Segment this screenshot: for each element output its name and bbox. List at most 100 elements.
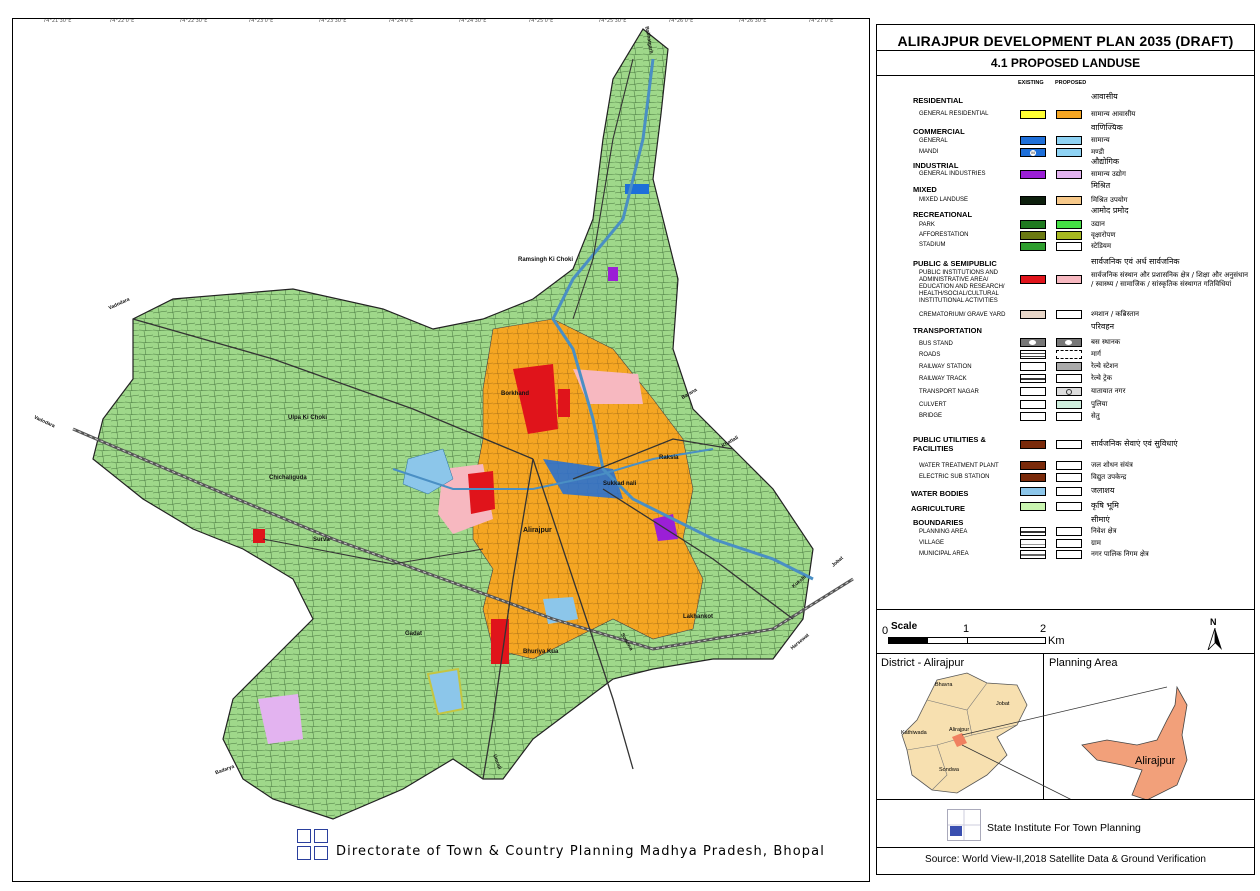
- tehsil-label: Bhavra: [935, 682, 952, 688]
- landuse-map[interactable]: [13, 19, 869, 881]
- legend-item-hindi: निवेश क्षेत्र: [1091, 527, 1116, 536]
- legend-item-hindi: सार्वजनिक संस्थान और प्रशासनिक क्षेत्र /…: [1091, 271, 1251, 288]
- legend-swatch-existing: [1020, 487, 1046, 496]
- north-arrow-icon: [1207, 628, 1223, 650]
- legend-item: MUNICIPAL AREA: [919, 551, 969, 558]
- place-label: Ramsingh Ki Choki: [518, 257, 573, 263]
- legend-swatch-existing: [1020, 170, 1046, 179]
- place-label: Raksia: [659, 455, 678, 461]
- legend-swatch-proposed: [1056, 220, 1082, 229]
- bus-stand-proposed-icon: [1056, 338, 1082, 347]
- legend-cat-hindi: सार्वजनिक एवं अर्ध सार्वजनिक: [1091, 258, 1180, 267]
- legend-swatch-existing: [1020, 242, 1046, 251]
- legend-item-hindi: सामान्य: [1091, 136, 1110, 145]
- legend-item-hindi: मिश्रित उपयोग: [1091, 196, 1128, 205]
- coord-tick: 74°22'0"E: [109, 18, 134, 24]
- tehsil-label: Jobat: [996, 701, 1009, 707]
- legend-item-hindi: श्मशान / कब्रिस्तान: [1091, 310, 1139, 319]
- legend-swatch-proposed: [1056, 440, 1082, 449]
- legend-cat-hindi: मिश्रित: [1091, 182, 1110, 191]
- mandi-marker-icon: M: [1030, 150, 1036, 156]
- coord-tick: 74°22'30"E: [179, 18, 207, 24]
- legend-swatch-proposed: [1056, 231, 1082, 240]
- legend-item-hindi: सामान्य आवासीय: [1091, 110, 1135, 119]
- legend-cat-hindi: वाणिज्यिक: [1091, 124, 1123, 133]
- public-zone: [468, 471, 495, 514]
- tehsil-label: Sondwa: [939, 767, 959, 773]
- place-label: Sukkad nali: [603, 481, 636, 487]
- coord-tick: 74°26'30"E: [738, 18, 766, 24]
- legend-item-hindi: विद्युत उपकेन्द्र: [1091, 473, 1126, 482]
- legend-item-hindi: पुलिया: [1091, 400, 1107, 409]
- legend-item: AFFORESTATION: [919, 232, 968, 239]
- transport-nagar-existing-icon: [1020, 387, 1046, 396]
- legend-item: GENERAL INDUSTRIES: [919, 171, 985, 178]
- map-frame: 74°21'30"E 74°22'0"E 74°22'30"E 74°23'0"…: [12, 18, 870, 882]
- legend-item-hindi: सेतु: [1091, 412, 1100, 421]
- legend-item: BRIDGE: [919, 413, 942, 420]
- legend-swatch-proposed: [1056, 539, 1082, 548]
- plan-subtitle: 4.1 PROPOSED LANDUSE: [877, 56, 1254, 70]
- legend-swatch-proposed: [1056, 461, 1082, 470]
- legend-item-hindi: रेल्वे स्टेशन: [1091, 362, 1118, 371]
- legend-panel: ALIRAJPUR DEVELOPMENT PLAN 2035 (DRAFT) …: [876, 24, 1255, 875]
- industrial-zone: [608, 267, 618, 281]
- institute-name: State Institute For Town Planning: [987, 822, 1141, 834]
- legend-item: GENERAL RESIDENTIAL: [919, 111, 988, 118]
- legend-cat-transportation: TRANSPORTATION: [913, 326, 982, 335]
- scale-tick-2: 2: [1040, 623, 1046, 635]
- village-line-icon: [1020, 539, 1046, 548]
- legend-cat-hindi: आवासीय: [1091, 93, 1118, 102]
- legend-cat-hindi: आमोद प्रमोद: [1091, 207, 1128, 216]
- place-label: Bhuriya Kua: [523, 649, 558, 655]
- transport-nagar-proposed-icon: [1056, 387, 1082, 396]
- culvert-existing-icon: [1020, 400, 1046, 409]
- legend-item-hindi: स्टेडियम: [1091, 242, 1111, 251]
- coord-tick: 74°26'0"E: [668, 18, 693, 24]
- legend-item: PARK: [919, 222, 935, 229]
- legend-swatch-proposed: [1056, 242, 1082, 251]
- coord-tick: 74°24'0"E: [388, 18, 413, 24]
- legend-swatch-existing: [1020, 196, 1046, 205]
- legend-cat-water: WATER BODIES: [911, 489, 968, 498]
- planning-area-shape: [1082, 687, 1187, 800]
- legend-item-hindi: ग्राम: [1091, 539, 1101, 548]
- legend-swatch-proposed: [1056, 487, 1082, 496]
- railway-track-existing-icon: [1020, 374, 1046, 383]
- legend-swatch-existing: [1020, 461, 1046, 470]
- legend-swatch-proposed: [1056, 110, 1082, 119]
- legend-swatch-existing: [1020, 275, 1046, 284]
- inset-maps: [877, 665, 1254, 800]
- public-zone: [558, 389, 570, 417]
- public-zone: [253, 529, 265, 543]
- footer-org: Directorate of Town & Country Planning M…: [336, 844, 825, 859]
- legend-swatch-existing: [1020, 502, 1046, 511]
- legend-cat-residential: RESIDENTIAL: [913, 96, 963, 105]
- place-label: Chichaliguda: [269, 475, 307, 481]
- existing-col-header: EXISTING: [1018, 80, 1044, 86]
- scale-tick-0: 0: [882, 625, 888, 637]
- legend-item-hindi: सामान्य उद्योग: [1091, 170, 1126, 179]
- legend-item-hindi: बस स्थानक: [1091, 338, 1120, 347]
- legend-swatch-existing: [1020, 136, 1046, 145]
- legend-cat-boundaries: BOUNDARIES: [913, 518, 963, 527]
- bridge-existing-icon: [1020, 412, 1046, 421]
- legend-cat-utilities: PUBLIC UTILITIES & FACILITIES: [913, 435, 1003, 453]
- legend-swatch-proposed: [1056, 310, 1082, 319]
- legend-cat-agriculture: AGRICULTURE: [911, 504, 965, 513]
- scale-unit: Km: [1048, 635, 1065, 647]
- legend-cat-hindi: औद्योगिक: [1091, 158, 1119, 167]
- legend-item: STADIUM: [919, 242, 946, 249]
- coord-tick: 74°21'30"E: [43, 18, 71, 24]
- legend-cat-industrial: INDUSTRIAL: [913, 161, 958, 170]
- legend-item: ELECTRIC SUB STATION: [919, 474, 989, 481]
- legend-cat-hindi: जलाशय: [1091, 487, 1115, 496]
- railway-track-proposed-icon: [1056, 374, 1082, 383]
- north-label: N: [1210, 617, 1217, 627]
- legend-cat-recreational: RECREATIONAL: [913, 210, 972, 219]
- legend-item: CULVERT: [919, 402, 946, 409]
- bus-stand-existing-icon: [1020, 338, 1046, 347]
- coord-tick: 74°23'30"E: [318, 18, 346, 24]
- coord-tick: 74°27'0"E: [808, 18, 833, 24]
- legend-item: PUBLIC INSTITUTIONS AND ADMINISTRATIVE A…: [919, 270, 1017, 305]
